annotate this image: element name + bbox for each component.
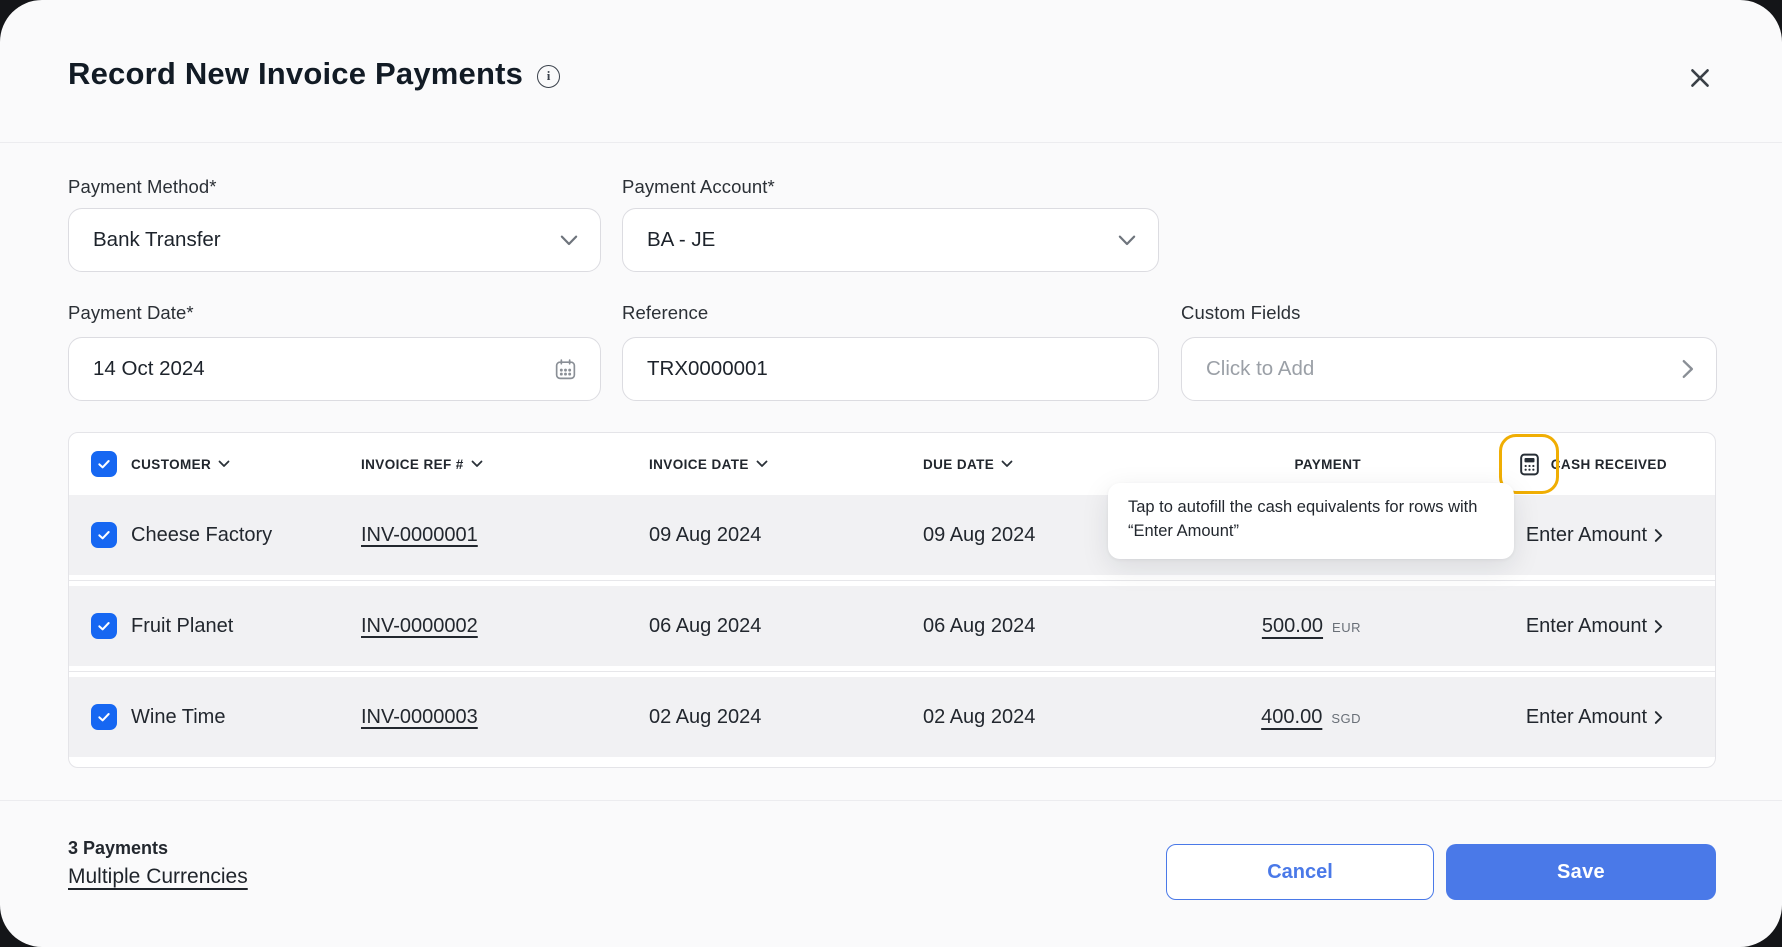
modal-header: Record New Invoice Payments i [0,0,1782,143]
customer-cell: Cheese Factory [131,523,273,546]
sort-chevron-icon [218,460,230,468]
enter-amount-button[interactable]: Enter Amount [1526,706,1715,729]
modal-footer: 3 Payments Multiple Currencies Cancel Sa… [0,800,1782,947]
column-header-invoice-ref[interactable]: INVOICE REF # [361,457,649,472]
column-header-payment: PAYMENT [1294,456,1361,472]
invoice-ref-link[interactable]: INV-0000002 [361,614,478,637]
sort-chevron-icon [756,460,768,468]
row-checkbox[interactable] [91,613,117,639]
reference-value: TRX0000001 [647,357,768,380]
custom-fields-label: Custom Fields [1181,302,1301,323]
row-separator [69,666,1715,677]
payment-currency: SGD [1331,710,1361,726]
payment-account-label: Payment Account* [622,176,775,197]
sort-chevron-icon [471,460,483,468]
table-header-row: CUSTOMER INVOICE REF # INVOICE DATE DUE … [69,433,1715,495]
reference-input[interactable]: TRX0000001 [622,337,1159,401]
table-row: Fruit Planet INV-0000002 06 Aug 2024 06 … [69,586,1715,666]
close-button[interactable] [1680,58,1720,98]
calendar-icon [553,357,578,382]
chevron-down-icon [1118,235,1136,246]
column-header-customer[interactable]: CUSTOMER [131,457,361,472]
invoice-ref-link[interactable]: INV-0000003 [361,705,478,728]
column-header-cash-received: CASH RECEIVED [1517,452,1715,477]
reference-label: Reference [622,302,709,323]
due-date-cell: 09 Aug 2024 [923,523,1036,546]
select-all-checkbox[interactable] [91,451,117,477]
page-title: Record New Invoice Payments [68,56,524,91]
row-separator [69,575,1715,586]
payment-amount-link[interactable]: 400.00 [1261,705,1323,728]
enter-amount-button[interactable]: Enter Amount [1526,615,1715,638]
column-header-invoice-date[interactable]: INVOICE DATE [649,457,923,472]
payment-method-value: Bank Transfer [93,228,221,251]
custom-fields-input[interactable]: Click to Add [1181,337,1717,401]
calculator-icon [1517,452,1542,477]
customer-cell: Wine Time [131,705,226,728]
save-button[interactable]: Save [1446,844,1716,900]
table-row: Wine Time INV-0000003 02 Aug 2024 02 Aug… [69,677,1715,757]
chevron-right-icon [1654,528,1663,543]
payment-date-input[interactable]: 14 Oct 2024 [68,337,601,401]
enter-amount-button[interactable]: Enter Amount [1526,524,1715,547]
row-checkbox[interactable] [91,704,117,730]
payment-method-select[interactable]: Bank Transfer [68,208,601,272]
invoice-ref-link[interactable]: INV-0000001 [361,523,478,546]
close-icon [1687,65,1713,91]
autofill-tooltip: Tap to autofill the cash equivalents for… [1108,483,1514,559]
info-icon[interactable]: i [537,64,561,88]
payment-currency: EUR [1332,619,1361,635]
payment-date-label: Payment Date* [68,302,194,323]
payments-count: 3 Payments [68,838,169,858]
customer-cell: Fruit Planet [131,614,234,637]
column-header-due-date[interactable]: DUE DATE [923,457,1219,472]
invoice-date-cell: 06 Aug 2024 [649,614,762,637]
chevron-down-icon [560,235,578,246]
due-date-cell: 06 Aug 2024 [923,614,1036,637]
payment-method-label: Payment Method* [68,176,217,197]
payment-account-value: BA - JE [647,228,716,251]
chevron-right-icon [1682,359,1694,379]
invoice-date-cell: 09 Aug 2024 [649,523,762,546]
payment-date-value: 14 Oct 2024 [93,357,205,380]
payment-account-select[interactable]: BA - JE [622,208,1159,272]
invoice-date-cell: 02 Aug 2024 [649,705,762,728]
sort-chevron-icon [1001,460,1013,468]
chevron-right-icon [1654,619,1663,634]
row-checkbox[interactable] [91,522,117,548]
chevron-right-icon [1654,710,1663,725]
multiple-currencies-link[interactable]: Multiple Currencies [68,865,248,888]
cancel-button[interactable]: Cancel [1166,844,1434,900]
payment-amount-link[interactable]: 500.00 [1261,614,1324,637]
custom-fields-placeholder: Click to Add [1206,357,1315,380]
due-date-cell: 02 Aug 2024 [923,705,1036,728]
autofill-calculator-button[interactable] [1517,452,1542,477]
